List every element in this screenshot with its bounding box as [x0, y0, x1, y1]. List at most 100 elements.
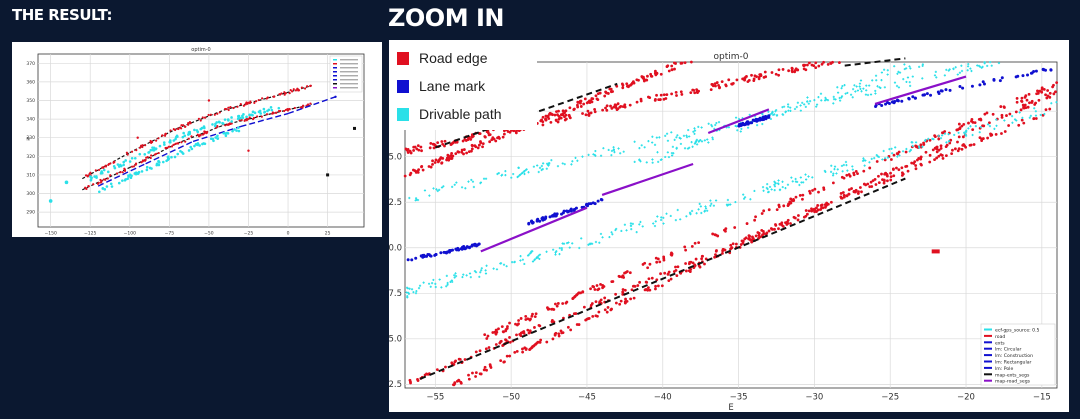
drivable-path-point [666, 139, 670, 142]
road-edge-point [505, 354, 509, 358]
lane-mark-point [410, 258, 414, 262]
drivable-path-point [679, 142, 683, 146]
drivable-path-point [607, 148, 610, 152]
road-edge-point [1023, 103, 1027, 107]
drivable-path-point [883, 157, 887, 160]
drivable-path-point [222, 131, 225, 135]
road-edge-point [937, 137, 941, 141]
drivable-path-point [571, 242, 574, 245]
x-tick-label: −150 [44, 231, 56, 237]
road-edge-point [420, 149, 423, 153]
road-edge-point [203, 132, 206, 135]
road-edge-point [199, 119, 202, 122]
road-edge-point [601, 283, 605, 287]
drivable-path-point [90, 176, 93, 180]
road-edge-point [213, 113, 216, 116]
road-edge-point [1046, 89, 1050, 92]
road-edge-point [1055, 81, 1059, 85]
road-edge-point [1044, 108, 1048, 112]
lane-mark-point [459, 247, 463, 251]
road-edge-point [593, 110, 597, 114]
drivable-path-point [824, 96, 827, 99]
road-edge-point [797, 214, 800, 217]
marker-square [931, 249, 940, 254]
drivable-path-point [633, 160, 636, 163]
drivable-path-point [269, 106, 273, 109]
road-edge-point [790, 66, 794, 70]
drivable-path-point [135, 172, 139, 175]
road-edge-point [566, 325, 570, 329]
road-edge-point [412, 149, 416, 152]
lane-mark-point [428, 254, 432, 258]
road-edge-point [667, 69, 671, 73]
road-edge-point [838, 61, 841, 64]
road-edge-point [1036, 91, 1040, 95]
road-edge-point [248, 116, 251, 119]
road-edge-point [584, 318, 588, 322]
drivable-path-point [707, 122, 710, 125]
drivable-path-point [505, 265, 508, 268]
drivable-path-point [710, 202, 713, 205]
road-edge-point [605, 310, 609, 314]
drivable-path-point [548, 162, 551, 165]
drivable-path-point [237, 126, 240, 130]
road-edge-point [272, 95, 275, 98]
road-edge-point [680, 61, 683, 65]
road-edge-point [119, 171, 122, 174]
drivable-path-point [645, 161, 648, 164]
road-edge-point [228, 122, 231, 125]
road-edge-point [659, 272, 662, 276]
drivable-path-point [786, 183, 790, 186]
road-edge-point [434, 158, 438, 162]
road-edge-point [172, 128, 175, 131]
drivable-path-point [511, 261, 514, 264]
drivable-path-point [640, 144, 643, 147]
drivable-path-point [896, 155, 899, 158]
drivable-path-point [707, 141, 710, 144]
drivable-path-point [865, 84, 868, 87]
drivable-path-point [659, 218, 663, 222]
road-edge-point [920, 163, 923, 167]
road-edge-point [485, 337, 489, 340]
road-edge-point [623, 288, 627, 292]
lane-mark-point [560, 212, 564, 216]
drivable-path-point [630, 228, 633, 231]
drivable-path-point [138, 152, 142, 156]
road-edge-point [508, 130, 512, 134]
y-tick-label: 320.0 [389, 244, 402, 254]
road-edge-point [870, 185, 874, 188]
road-edge-point [94, 169, 97, 172]
road-edge-point [676, 265, 680, 269]
drivable-path-point [484, 272, 488, 275]
y-tick-label: 325.0 [389, 153, 402, 163]
road-edge-point [521, 347, 524, 351]
lane-mark-line [287, 96, 336, 115]
drivable-path-point [898, 71, 902, 74]
road-edge-point [693, 264, 697, 267]
lane-mark-point [334, 95, 337, 98]
road-edge-point [260, 115, 263, 118]
drivable-path-point [622, 150, 625, 153]
road-edge-point [777, 68, 781, 72]
road-edge-point [593, 288, 597, 291]
road-edge-point [610, 280, 614, 283]
drivable-path-point [656, 215, 659, 218]
drivable-path-point [704, 205, 707, 208]
lane-mark-point [744, 122, 748, 126]
road-edge-point [631, 284, 635, 288]
road-edge-point [512, 129, 516, 133]
road-edge-point [666, 64, 670, 68]
lane-mark-point [913, 96, 917, 100]
zoom-title: ZOOM IN [388, 4, 504, 32]
legend-swatch [333, 63, 337, 65]
drivable-path-point [147, 150, 151, 154]
road-edge-point [533, 315, 537, 319]
road-edge-point [1017, 123, 1021, 127]
road-edge-point [730, 246, 734, 250]
drivable-path-point [710, 123, 713, 127]
road-edge-point [478, 349, 482, 353]
road-edge-point [134, 163, 137, 166]
drivable-path-point [799, 176, 802, 179]
drivable-path-point [422, 281, 425, 284]
drivable-path-point [727, 126, 731, 129]
